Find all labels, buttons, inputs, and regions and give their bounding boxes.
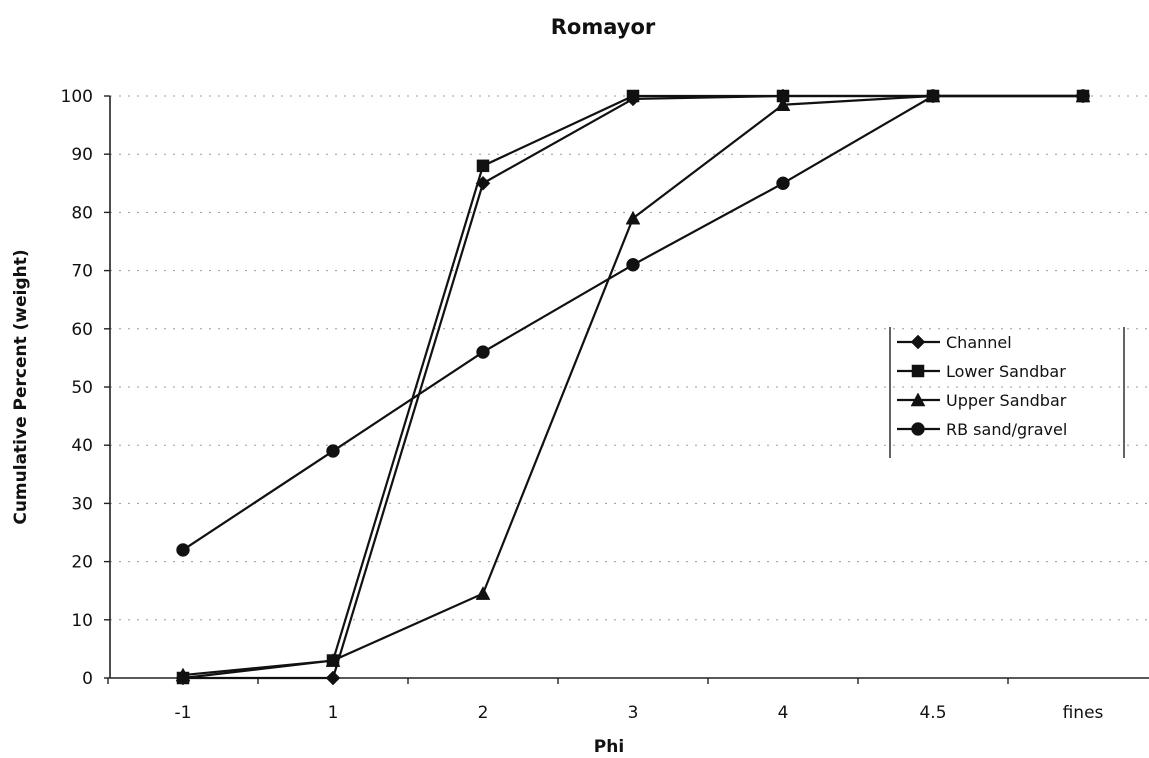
legend-item: Channel xyxy=(897,333,1012,352)
legend-label: RB sand/gravel xyxy=(946,420,1067,439)
y-tick-label: 100 xyxy=(61,87,93,107)
x-tick-labels: -1 1 2 3 4 4.5 fines xyxy=(175,703,1104,723)
legend-item: Upper Sandbar xyxy=(897,391,1067,410)
x-tick-label: 3 xyxy=(628,703,639,723)
y-tick-label: 50 xyxy=(71,378,93,398)
legend-marker xyxy=(911,422,925,436)
y-tick-label: 70 xyxy=(71,262,93,282)
data-point xyxy=(176,543,190,557)
y-axis-label: Cumulative Percent (weight) xyxy=(11,249,31,524)
data-point xyxy=(926,89,940,103)
legend-label: Lower Sandbar xyxy=(946,362,1066,381)
y-tick-label: 40 xyxy=(71,436,93,456)
axes xyxy=(104,95,1149,684)
x-tick-label: 4 xyxy=(778,703,789,723)
legend-item: RB sand/gravel xyxy=(897,420,1067,439)
y-tick-label: 80 xyxy=(71,203,93,223)
data-point xyxy=(326,444,340,458)
y-tick-label: 10 xyxy=(71,611,93,631)
series-circle xyxy=(176,89,1090,557)
legend-items: Channel Lower Sandbar Upper Sandbar RB sand… xyxy=(897,333,1067,439)
data-point xyxy=(626,258,640,272)
x-tick-label: 1 xyxy=(328,703,339,723)
x-axis-label: Phi xyxy=(594,737,624,757)
x-tick-label: fines xyxy=(1063,703,1104,723)
chart-title: Romayor xyxy=(551,15,656,39)
data-point xyxy=(325,653,341,667)
x-tick-label: 2 xyxy=(478,703,489,723)
data-point xyxy=(475,586,491,600)
legend-label: Channel xyxy=(946,333,1012,352)
data-point xyxy=(775,97,791,111)
y-tick-labels: 0 10 20 30 40 50 60 70 80 90 100 xyxy=(61,87,93,689)
series-triangle xyxy=(175,88,1091,682)
data-point xyxy=(776,176,790,191)
x-tick-label: -1 xyxy=(175,703,192,723)
data-point xyxy=(626,89,640,103)
data-point xyxy=(325,670,341,686)
data-point xyxy=(1076,89,1090,103)
legend-marker xyxy=(910,392,926,407)
x-tick-label: 4.5 xyxy=(919,703,946,723)
y-tick-label: 30 xyxy=(71,494,93,514)
data-point xyxy=(175,667,191,682)
legend: Channel Lower Sandbar Upper Sandbar RB sand… xyxy=(889,327,1125,458)
y-tick-label: 90 xyxy=(71,145,93,165)
legend-label: Upper Sandbar xyxy=(946,391,1067,410)
y-tick-label: 0 xyxy=(82,669,93,689)
series-line xyxy=(182,94,1083,677)
legend-item: Lower Sandbar xyxy=(897,362,1066,381)
grid xyxy=(110,95,1149,621)
data-point xyxy=(625,210,641,225)
series-lines xyxy=(175,88,1091,686)
y-tick-label: 60 xyxy=(71,320,93,340)
y-tick-label: 20 xyxy=(71,553,93,573)
legend-marker xyxy=(911,364,925,378)
data-point xyxy=(476,159,490,173)
series-line xyxy=(182,94,1083,551)
data-point xyxy=(476,345,490,359)
legend-marker xyxy=(910,334,926,350)
